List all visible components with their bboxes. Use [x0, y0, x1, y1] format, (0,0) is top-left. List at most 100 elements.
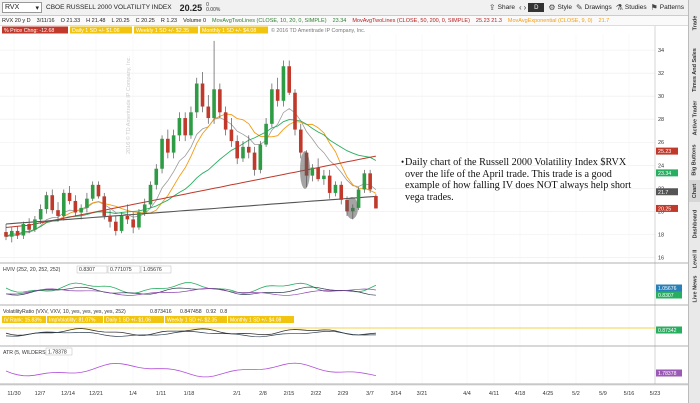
candle-body	[246, 146, 251, 153]
x-tick-label: 1/11	[156, 391, 166, 397]
candle-body	[166, 138, 170, 153]
candle-body	[15, 230, 20, 236]
x-tick-label: 4/11	[489, 391, 499, 397]
daily-sd-tag-bg	[70, 26, 132, 34]
iv-rank-tag: IV Rank: 15.83%	[4, 318, 42, 324]
y-tick-label: 24	[658, 163, 664, 169]
candle-body	[79, 207, 83, 213]
x-tick-label: 5/9	[599, 391, 607, 397]
style-label: Style	[557, 4, 572, 11]
hviv-value-3: 1.05676	[143, 267, 162, 273]
sidebar-tab-chart[interactable]: Chart	[689, 180, 700, 202]
highlight-ellipse-1	[300, 151, 310, 189]
candle-body	[154, 168, 159, 185]
x-tick-label: 4/4	[463, 391, 471, 397]
candle-body	[310, 167, 315, 176]
chart-timeframe: RVX 20 y D	[2, 17, 31, 24]
study-ma-50-200[interactable]: MovAvgTwoLines (CLOSE, 50, 200, 0, SIMPL…	[352, 17, 470, 24]
symbol-description: CBOE RUSSELL 2000 VOLATILITY INDEX	[46, 4, 172, 11]
price-chart[interactable]: 2016 © TD Ameritrade IP Company, Inc. % …	[0, 26, 688, 403]
x-tick-label: 1/4	[129, 391, 137, 397]
price-tag-label: 21.7	[658, 190, 668, 196]
candle-body	[21, 224, 26, 236]
panel-axis-tag-label: 0.8307	[658, 293, 674, 299]
candle-body	[9, 230, 14, 237]
vr-line-1	[5, 328, 376, 336]
candle-body	[114, 221, 118, 231]
vr-line-2	[5, 330, 376, 338]
share-label: Share	[497, 4, 515, 11]
x-tick-label: 5/2	[572, 391, 580, 397]
annotation-text: Daily chart of the Russell 2000 Volatili…	[401, 157, 645, 203]
candle-body	[90, 184, 95, 199]
candle-body	[275, 89, 280, 101]
sidebar-tab-active-trader[interactable]: Active Trader	[692, 100, 699, 136]
candle-body	[293, 92, 297, 130]
net-change-value: 0	[206, 1, 209, 8]
vr-daily-sd-tag: Daily 1 SD +/- $1.06	[106, 318, 151, 324]
studies-label: Studies	[624, 4, 647, 11]
sidebar-tab-level-ii[interactable]: Level II	[692, 249, 698, 269]
candle-body	[125, 215, 130, 220]
bar-high: H 21.48	[86, 17, 106, 24]
x-tick-label: 2/1	[233, 391, 241, 397]
candle-body	[212, 89, 216, 119]
bar-open: O 21.33	[60, 17, 81, 24]
study-ma-10-20-value: 23.34	[332, 17, 347, 24]
sidebar-tab-times-and-sales[interactable]: Times And Sales	[692, 48, 698, 92]
sidebar-tab-dashboard[interactable]: Dashboard	[692, 209, 699, 239]
share-icon: ⇪	[488, 3, 496, 12]
candle-body	[67, 192, 72, 201]
symbol-selector[interactable]: RVX ▾	[2, 2, 42, 13]
style-button[interactable]: ⚙ Style	[548, 3, 572, 12]
drawings-button[interactable]: ✎ Drawings	[576, 3, 612, 12]
study-ma-10-20[interactable]: MovAvgTwoLines (CLOSE, 10, 20, 0, SIMPLE…	[212, 17, 327, 24]
candle-body	[142, 204, 147, 213]
patterns-label: Patterns	[659, 4, 684, 11]
x-tick-label: 1/18	[184, 391, 195, 397]
period-menu-button[interactable]: ‹ › D	[519, 3, 545, 12]
candle-body	[183, 118, 187, 136]
x-tick-label: 2/22	[311, 391, 322, 397]
candle-body	[102, 196, 107, 216]
candle-body	[235, 141, 239, 159]
last-price: 20.25	[179, 2, 203, 13]
studies-button[interactable]: ⚗ Studies	[616, 3, 647, 12]
y-tick-label: 30	[658, 94, 664, 100]
sidebar-tab-trade[interactable]: Trade	[692, 15, 698, 31]
candle-body	[270, 89, 274, 124]
candle-body	[241, 146, 245, 159]
hviv-label: HVIV (252, 20, 252, 252)	[3, 267, 61, 273]
candle-body	[298, 129, 303, 153]
x-tick-label: 2/29	[338, 391, 349, 397]
candle-body	[96, 184, 101, 197]
candle-body	[218, 89, 222, 113]
y-tick-label: 16	[658, 255, 664, 261]
y-tick-label: 32	[658, 71, 664, 77]
candle-body	[85, 198, 89, 208]
candle-body	[131, 219, 135, 228]
x-tick-label: 2/15	[284, 391, 295, 397]
candle-body	[223, 112, 228, 130]
study-ma-50-200-value: 25.23 21.3	[475, 17, 502, 24]
vr-monthly-sd-tag: Monthly 1 SD +/- $4.08	[230, 318, 281, 324]
right-sidebar: Trade Times And Sales Active Trader Big …	[688, 0, 700, 403]
sidebar-tab-live-news[interactable]: Live News	[692, 275, 698, 303]
panel-axis-tag	[656, 369, 682, 377]
vr-value-3: 0.92	[206, 309, 216, 315]
pct-change-tag-bg	[2, 26, 68, 34]
copyright-text: © 2016 TD Ameritrade IP Company, Inc.	[271, 27, 365, 34]
hviv-panel: HVIV (252, 20, 252, 252) 0.8307 0.771075…	[0, 262, 688, 274]
candle-body	[137, 212, 141, 228]
net-change: 0 0.00%	[206, 1, 220, 13]
sidebar-tab-big-buttons[interactable]: Big Buttons	[692, 144, 699, 176]
candle-body	[148, 184, 153, 205]
vr-value-1: 0.873416	[150, 309, 172, 315]
study-ema-9[interactable]: MovAvgExponential (CLOSE, 9, 0)	[507, 17, 593, 24]
patterns-button[interactable]: ⚑ Patterns	[651, 3, 684, 12]
price-tag-label: 23.34	[658, 171, 671, 177]
y-tick-label: 28	[658, 117, 664, 123]
share-button[interactable]: ⇪ Share	[489, 3, 515, 12]
